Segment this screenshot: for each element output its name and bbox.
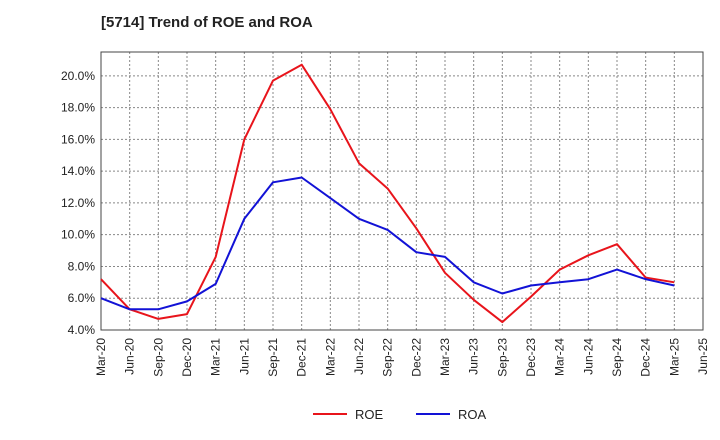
x-tick-label: Jun-20 — [123, 338, 137, 375]
x-tick-label: Mar-21 — [209, 338, 223, 376]
y-tick-label: 20.0% — [61, 69, 95, 83]
x-tick-label: Mar-22 — [323, 338, 337, 376]
legend-label-roe: ROE — [355, 407, 384, 422]
x-tick-label: Dec-20 — [180, 338, 194, 377]
y-tick-label: 16.0% — [61, 132, 95, 146]
x-tick-label: Jun-24 — [581, 338, 595, 375]
series-line-roa — [100, 176, 675, 311]
plot-frame — [100, 51, 704, 331]
x-tick-label: Sep-21 — [266, 338, 280, 377]
y-tick-label: 14.0% — [61, 164, 95, 178]
x-tick-label: Sep-20 — [151, 338, 165, 377]
y-tick-label: 10.0% — [61, 228, 95, 242]
x-tick-label: Jun-25 — [696, 338, 710, 375]
x-tick-label: Jun-21 — [237, 338, 251, 375]
y-tick-label: 18.0% — [61, 101, 95, 115]
x-tick-label: Mar-25 — [667, 338, 681, 376]
x-tick-label: Dec-24 — [639, 338, 653, 377]
x-tick-label: Dec-21 — [295, 338, 309, 377]
x-tick-label: Sep-22 — [381, 338, 395, 377]
x-tick-label: Dec-22 — [409, 338, 423, 377]
x-tick-label: Jun-23 — [467, 338, 481, 375]
y-tick-label: 6.0% — [68, 291, 96, 305]
legend-label-roa: ROA — [458, 407, 487, 422]
x-tick-label: Dec-23 — [524, 338, 538, 377]
x-tick-label: Sep-24 — [610, 338, 624, 377]
y-tick-label: 12.0% — [61, 196, 95, 210]
chart-title: [5714] Trend of ROE and ROA — [101, 14, 313, 31]
x-tick-label: Jun-22 — [352, 338, 366, 375]
x-tick-label: Sep-23 — [495, 338, 509, 377]
y-tick-label: 4.0% — [68, 323, 96, 337]
x-tick-label: Mar-20 — [94, 338, 108, 376]
x-tick-label: Mar-24 — [553, 338, 567, 376]
x-tick-label: Mar-23 — [438, 338, 452, 376]
y-tick-label: 8.0% — [68, 259, 96, 273]
